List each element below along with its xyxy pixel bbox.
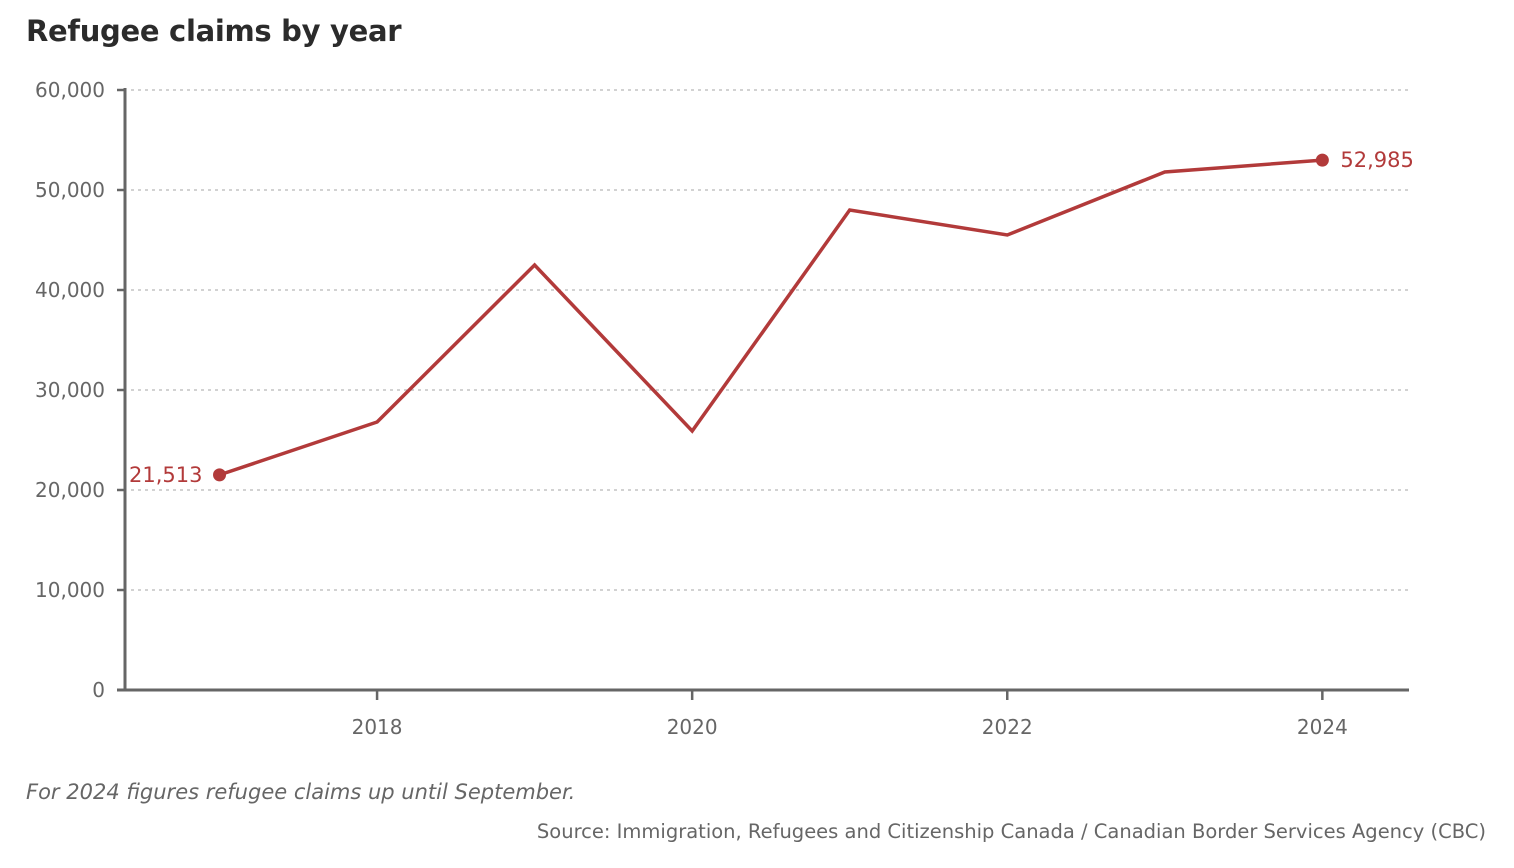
x-tick-label: 2020	[667, 715, 718, 739]
data-point-marker	[213, 468, 227, 482]
y-tick-label: 60,000	[35, 78, 105, 102]
y-tick-label: 50,000	[35, 178, 105, 202]
y-tick-label: 10,000	[35, 578, 105, 602]
series-line	[217, 158, 1325, 477]
line-chart: 0 10,000 20,000 30,000 40,000 50,000 60,000 201…	[35, 78, 1414, 739]
x-tick-label: 2022	[982, 715, 1033, 739]
chart-title: Refugee claims by year	[26, 14, 402, 48]
y-tick-label: 40,000	[35, 278, 105, 302]
chart-footnote: For 2024 figures refugee claims up until…	[26, 780, 576, 804]
chart-source: Source: Immigration, Refugees and Citize…	[536, 820, 1486, 843]
data-label: 52,985	[1340, 148, 1413, 172]
x-tick-label: 2018	[352, 715, 403, 739]
y-tick-label: 30,000	[35, 378, 105, 402]
x-tick-label: 2024	[1297, 715, 1348, 739]
data-label: 21,513	[129, 463, 202, 487]
y-tick-label: 20,000	[35, 478, 105, 502]
data-point-marker	[1315, 153, 1329, 167]
y-tick-label: 0	[92, 678, 105, 702]
